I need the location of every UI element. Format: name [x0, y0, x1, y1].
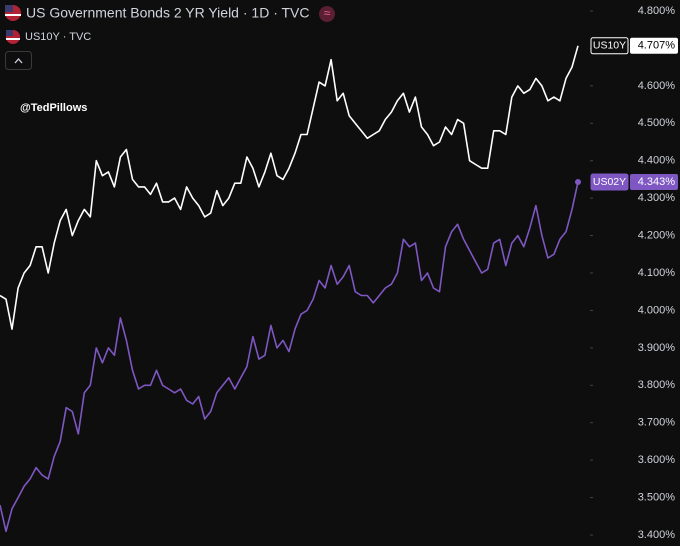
series-line — [0, 45, 579, 330]
y-tick-label: 3.900% — [638, 342, 676, 354]
y-tick-label: 3.600% — [638, 454, 676, 466]
y-tick-label: 4.800% — [638, 5, 676, 17]
collapse-button[interactable] — [5, 51, 32, 70]
y-tick-label: 4.500% — [638, 117, 676, 129]
legend-secondary: US10Y · TVC — [25, 31, 91, 43]
series-tag-box — [590, 173, 629, 191]
y-tick-label: 4.200% — [638, 229, 676, 241]
icon-glyph: ≈ — [324, 6, 331, 20]
series-line — [0, 181, 579, 533]
y-tick-label: 4.000% — [638, 304, 676, 316]
watermark: @TedPillows — [20, 102, 87, 114]
series-tag-box — [590, 37, 629, 55]
y-tick-label: 3.500% — [638, 491, 676, 503]
y-tick-label: 4.400% — [638, 155, 676, 167]
y-tick-label: 4.300% — [638, 192, 676, 204]
y-tick-label: 3.400% — [638, 529, 676, 541]
y-tick-label: 4.600% — [638, 80, 676, 92]
y-tick-label: 3.700% — [638, 417, 676, 429]
y-tick-label: 3.800% — [638, 379, 676, 391]
last-point — [575, 179, 581, 186]
y-tick-label: 4.100% — [638, 267, 676, 279]
flag-icon — [6, 30, 20, 44]
last-value-label: 4.343% — [638, 176, 676, 188]
series-tag: US10Y — [593, 40, 626, 52]
flag-icon — [5, 5, 21, 21]
last-value-box — [630, 37, 678, 54]
chart-title: US Government Bonds 2 YR Yield · 1D · TV… — [26, 5, 310, 21]
compare-icon[interactable]: ≈ — [319, 6, 335, 22]
last-value-box — [630, 174, 678, 191]
series-tag: US02Y — [593, 176, 626, 188]
last-value-label: 4.707% — [638, 40, 676, 52]
